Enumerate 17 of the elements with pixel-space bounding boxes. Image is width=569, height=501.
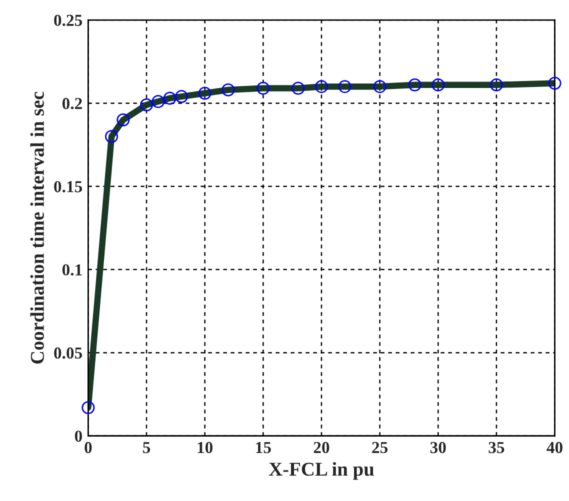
x-tick-label: 0 xyxy=(84,442,92,454)
x-tick-label: 20 xyxy=(314,442,330,454)
y-tick-label: 0.05 xyxy=(54,347,82,359)
y-axis-title: Coordination time interval in sec xyxy=(30,92,44,364)
x-tick-label: 35 xyxy=(488,442,504,454)
y-tick-label: 0.1 xyxy=(62,264,82,276)
y-tick-label: 0.2 xyxy=(62,98,82,110)
x-axis-title: X-FCL in pu xyxy=(268,462,374,480)
x-tick-label: 30 xyxy=(430,442,446,454)
y-tick-label: 0.25 xyxy=(54,14,82,26)
y-tick-label: 0 xyxy=(74,430,82,442)
x-tick-label: 15 xyxy=(256,442,271,454)
x-tick-label: 5 xyxy=(143,442,150,454)
x-tick-label: 10 xyxy=(198,442,213,454)
y-tick-label: 0.15 xyxy=(54,181,82,192)
x-tick-label: 40 xyxy=(546,442,562,454)
x-tick-label: 25 xyxy=(372,442,388,454)
